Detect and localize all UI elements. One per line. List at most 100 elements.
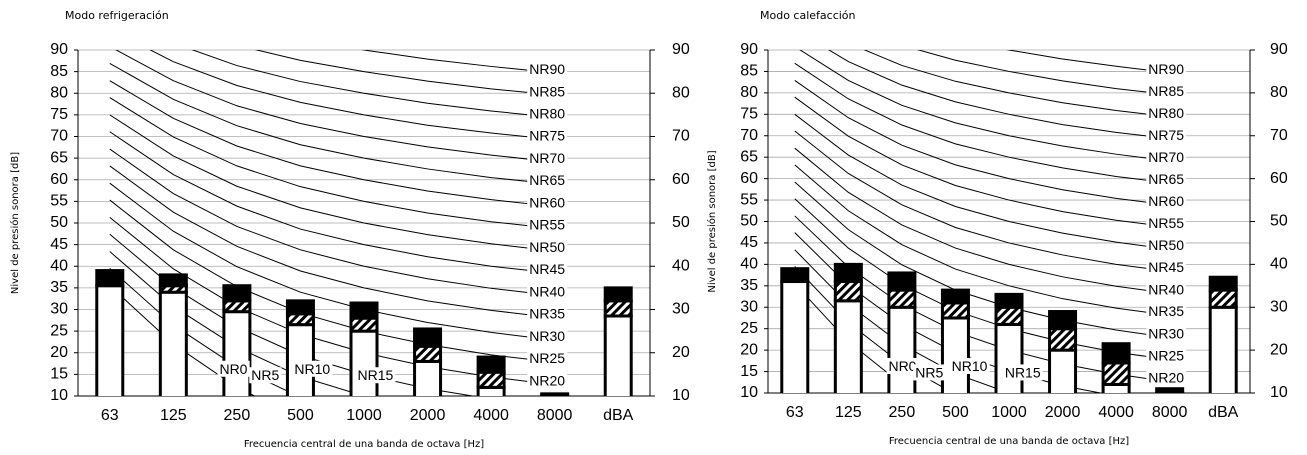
y2-tick-label: 10 xyxy=(1270,384,1288,401)
nr-curve-label: NR30 xyxy=(1148,325,1184,341)
bar-segment xyxy=(1101,361,1131,386)
nr-curve xyxy=(361,50,555,74)
y-tick-label: 30 xyxy=(740,298,758,315)
chart-panel: Modo refrigeración Frecuencia central de … xyxy=(9,9,690,450)
nr-curve-label: NR65 xyxy=(529,172,565,188)
bar-segment xyxy=(95,269,125,288)
x-tick-label: 8000 xyxy=(1152,404,1188,421)
bar-segment xyxy=(349,301,379,320)
y2-tick-label: 30 xyxy=(672,301,690,318)
nr-label: NR25 xyxy=(1146,347,1187,364)
y2-tick-label: 80 xyxy=(1270,84,1288,101)
bar-segment xyxy=(994,322,1024,393)
nr-curve xyxy=(149,50,555,141)
nr-curve-label: NR50 xyxy=(529,239,565,255)
x-tick-label: 500 xyxy=(942,404,969,421)
nr-curve xyxy=(916,50,1170,96)
nr-curve xyxy=(254,50,555,96)
nr-label: NR0 xyxy=(217,360,250,377)
nr-curve-label: NR20 xyxy=(1148,369,1184,385)
y2-tick-label: 70 xyxy=(672,128,690,145)
nr-label-bg xyxy=(913,364,946,381)
y-tick-label: 35 xyxy=(50,279,68,296)
bar-segment xyxy=(833,262,863,284)
nr-label-bg xyxy=(527,61,568,78)
bar-segment xyxy=(1208,288,1238,309)
bar-segment xyxy=(940,301,970,320)
x-tick-label: 125 xyxy=(835,404,862,421)
nr-label: NR40 xyxy=(1146,281,1187,298)
y-tick-label: 90 xyxy=(740,41,758,58)
nr-curve-label: NR15 xyxy=(1005,364,1041,380)
x-axis-label: Frecuencia central de una banda de octav… xyxy=(244,439,484,450)
nr-curve xyxy=(109,182,555,341)
nr-label-bg xyxy=(1146,105,1187,122)
y-tick-label: 60 xyxy=(740,170,758,187)
nr-label-bg xyxy=(1146,171,1187,188)
nr-label: NR15 xyxy=(1002,364,1043,381)
x-tick-label: 8000 xyxy=(537,407,573,424)
bar-segment xyxy=(158,290,188,396)
nr-label-bg xyxy=(527,105,568,122)
nr-label-bg xyxy=(1146,82,1187,99)
y-tick-label: 60 xyxy=(50,171,68,188)
y-tick-label: 85 xyxy=(740,63,758,80)
nr-label-bg xyxy=(949,357,990,374)
bar-segment xyxy=(994,305,1024,326)
bar-segment xyxy=(780,267,810,284)
x-tick-label: 1000 xyxy=(991,404,1027,421)
nr-label-bg xyxy=(355,367,396,384)
y2-tick-label: 60 xyxy=(1270,170,1288,187)
bar-segment xyxy=(222,284,252,303)
nr-curve-label: NR85 xyxy=(529,83,565,99)
nr-curve-label: NR50 xyxy=(1148,237,1184,253)
y2-tick-label: 10 xyxy=(672,387,690,404)
nr-curve xyxy=(109,165,555,319)
nr-curve xyxy=(109,80,555,208)
bar-segment xyxy=(833,299,863,393)
nr-label: NR35 xyxy=(1146,303,1187,320)
nr-label: NR10 xyxy=(949,357,990,374)
bar-segment xyxy=(413,344,443,363)
nr-curve-label: NR5 xyxy=(251,367,279,383)
bar-segment xyxy=(476,370,506,389)
bar-segment xyxy=(413,359,443,396)
nr-label-bg xyxy=(1146,149,1187,166)
bar-segment xyxy=(222,299,252,314)
y2-tick-label: 40 xyxy=(672,257,690,274)
y-tick-label: 35 xyxy=(740,277,758,294)
nr-label: NR20 xyxy=(527,372,568,389)
y-tick-label: 50 xyxy=(740,213,758,230)
nr-label-bg xyxy=(1146,126,1187,143)
bar-segment xyxy=(940,288,970,305)
x-tick-label: 2000 xyxy=(1045,404,1081,421)
nr-label: NR65 xyxy=(527,172,568,189)
x-tick-label: 250 xyxy=(889,404,916,421)
x-tick-label: dBA xyxy=(1208,404,1239,421)
y2-tick-label: 40 xyxy=(1270,256,1288,273)
y2-tick-label: 60 xyxy=(672,171,690,188)
nr-label: NR30 xyxy=(1146,325,1187,342)
nr-label-bg xyxy=(527,372,568,389)
nr-label: NR10 xyxy=(292,360,333,377)
y2-tick-label: 90 xyxy=(672,41,690,58)
x-tick-label: 1000 xyxy=(346,407,382,424)
nr-curve xyxy=(109,148,555,297)
nr-label-bg xyxy=(1146,237,1187,254)
nr-curve-label: NR45 xyxy=(1148,259,1184,275)
nr-label: NR50 xyxy=(527,238,568,255)
bar-segment xyxy=(1101,342,1131,365)
nr-label: NR85 xyxy=(527,83,568,100)
y2-tick-label: 50 xyxy=(1270,213,1288,230)
nr-label-bg xyxy=(527,83,568,100)
y-tick-label: 40 xyxy=(50,257,68,274)
nr-curve-label: NR85 xyxy=(1148,83,1184,99)
x-tick-label: 500 xyxy=(287,407,314,424)
nr-label: NR0 xyxy=(886,357,919,374)
nr-label-bg xyxy=(527,305,568,322)
nr-label: NR70 xyxy=(1146,149,1187,166)
nr-curve xyxy=(109,131,555,274)
nr-label: NR20 xyxy=(1146,369,1187,386)
y-tick-label: 10 xyxy=(50,387,68,404)
